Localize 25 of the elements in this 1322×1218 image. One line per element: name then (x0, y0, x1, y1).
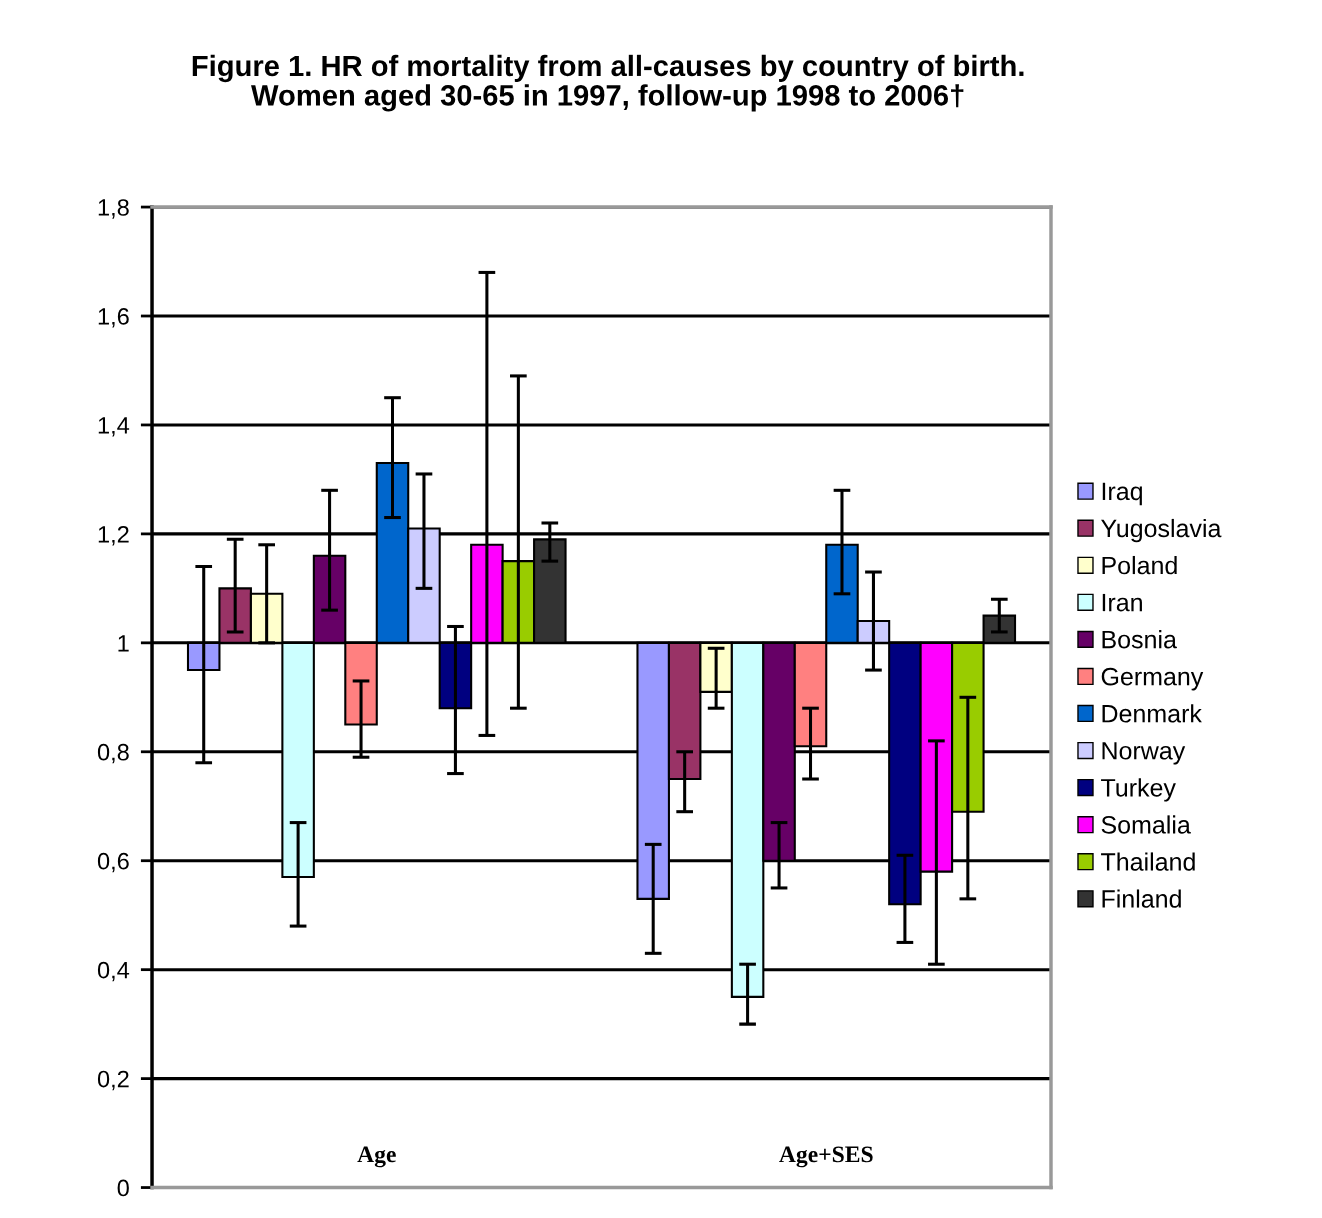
x-tick-label: Age (357, 1146, 396, 1168)
legend-label: Poland (1102, 555, 1177, 575)
y-tick-label: 1,6 (98, 308, 129, 328)
y-tick-label: 1,2 (98, 525, 129, 546)
y-tick-label: 0,4 (97, 961, 130, 982)
y-tick-label: 0,2 (97, 1070, 129, 1091)
legend-label: Turkey (1101, 778, 1176, 802)
legend-label: Yugoslavia (1101, 518, 1222, 543)
y-tick-label: 0,6 (97, 852, 129, 873)
legend-label: Finland (1102, 889, 1181, 908)
legend-label: Iran (1102, 593, 1142, 612)
y-tick-label: 0,8 (97, 743, 129, 764)
x-tick-label: Age+SES (779, 1146, 873, 1168)
legend-label: Germany (1101, 667, 1204, 691)
y-tick-label: 1 (118, 635, 129, 652)
y-tick-label: 1,8 (98, 199, 129, 219)
chart-title: Figure 1. HR of mortality from all-causes by country of birth. Women aged 30-65 in 1997, follow-up 1998 to 2006† (192, 54, 1024, 112)
legend-label: Somalia (1101, 815, 1191, 834)
legend-label: Thailand (1101, 852, 1195, 871)
y-tick-label: 1,4 (98, 417, 130, 437)
legend-label: Norway (1102, 742, 1186, 765)
legend-label: Iraq (1102, 482, 1142, 506)
y-tick-label: 0 (117, 1179, 129, 1197)
legend-label: Bosnia (1102, 630, 1177, 649)
legend-label: Denmark (1102, 704, 1202, 723)
